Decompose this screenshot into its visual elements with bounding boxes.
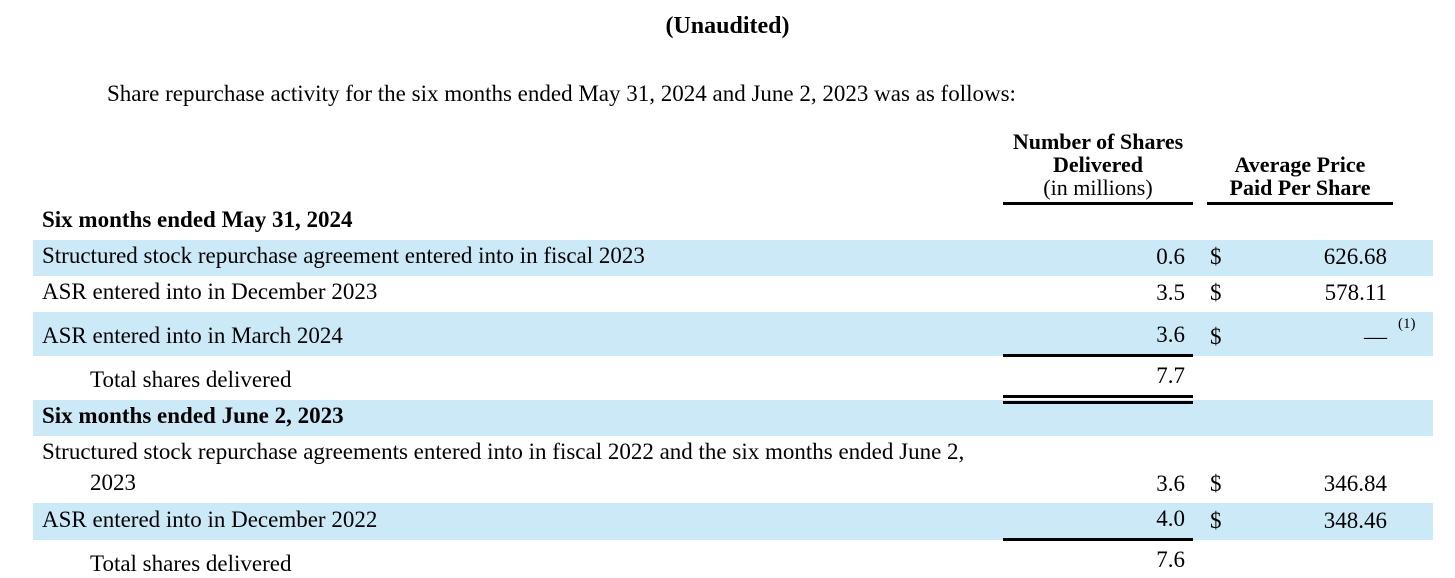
total-row: Total shares delivered 7.7 (33, 355, 1433, 404)
table-row: ASR entered into in March 2024 3.6 $ — (… (33, 311, 1433, 357)
table-row: ASR entered into in December 2023 3.5 $ … (33, 276, 1433, 312)
shares-value: 0.6 (1156, 243, 1185, 269)
section-header-row: Six months ended June 2, 2023 (33, 399, 1433, 436)
header-row: Number of Shares Delivered (in millions)… (33, 130, 1433, 205)
shares-value: 3.6 (1003, 311, 1193, 357)
currency-symbol: $ (1210, 470, 1222, 496)
price-value: — (1364, 323, 1387, 349)
intro-paragraph: Share repurchase activity for the six mo… (107, 81, 1016, 106)
total-row: Total shares delivered 7.6 (33, 539, 1433, 578)
page-title: (Unaudited) (665, 13, 790, 39)
total-shares-value: 7.7 (1003, 355, 1193, 404)
row-label: Structured stock repurchase agreement en… (42, 242, 645, 268)
table-row: ASR entered into in December 2022 4.0 $ … (33, 502, 1433, 541)
price-cell: $ — (1207, 312, 1393, 356)
total-label: Total shares delivered (90, 550, 292, 576)
row-label: ASR entered into in March 2024 (42, 322, 343, 348)
row-label: ASR entered into in December 2023 (42, 278, 378, 304)
price-cell: $ 346.84 (1207, 436, 1393, 503)
price-cell: $ 626.68 (1207, 240, 1393, 276)
shares-value: 4.0 (1003, 502, 1193, 541)
currency-symbol: $ (1210, 507, 1222, 533)
currency-symbol: $ (1210, 279, 1222, 305)
price-cell: $ 578.11 (1207, 276, 1393, 312)
footnote-column-header (1393, 130, 1433, 204)
footnote-marker: (1) (1398, 315, 1416, 332)
label-column-header (33, 130, 1003, 204)
price-value: 346.84 (1323, 470, 1387, 496)
row-label: ASR entered into in December 2022 (42, 506, 378, 532)
currency-symbol: $ (1210, 243, 1222, 269)
shares-value: 3.5 (1156, 279, 1185, 305)
table-row: Structured stock repurchase agreement en… (33, 239, 1433, 276)
section-header-row: Six months ended May 31, 2024 (33, 204, 1433, 240)
section-label: Six months ended June 2, 2023 (42, 402, 344, 428)
currency-symbol: $ (1210, 323, 1222, 349)
shares-value: 3.6 (1156, 470, 1185, 496)
total-label: Total shares delivered (90, 366, 292, 392)
share-repurchase-table: Number of Shares Delivered (in millions)… (33, 130, 1433, 578)
row-label: Structured stock repurchase agreements e… (42, 438, 965, 495)
price-column-header: Average Price Paid Per Share (1207, 130, 1393, 205)
total-shares-value: 7.6 (1003, 539, 1193, 578)
shares-column-header: Number of Shares Delivered (in millions) (1003, 130, 1193, 205)
price-value: 626.68 (1323, 243, 1387, 269)
price-value: 348.46 (1323, 507, 1387, 533)
column-gap (1193, 130, 1207, 204)
price-cell: $ 348.46 (1207, 503, 1393, 540)
table-row: Structured stock repurchase agreements e… (33, 436, 1433, 503)
section-label: Six months ended May 31, 2024 (42, 206, 353, 232)
footnote-cell: (1) (1393, 312, 1433, 356)
price-value: 578.11 (1324, 279, 1387, 305)
